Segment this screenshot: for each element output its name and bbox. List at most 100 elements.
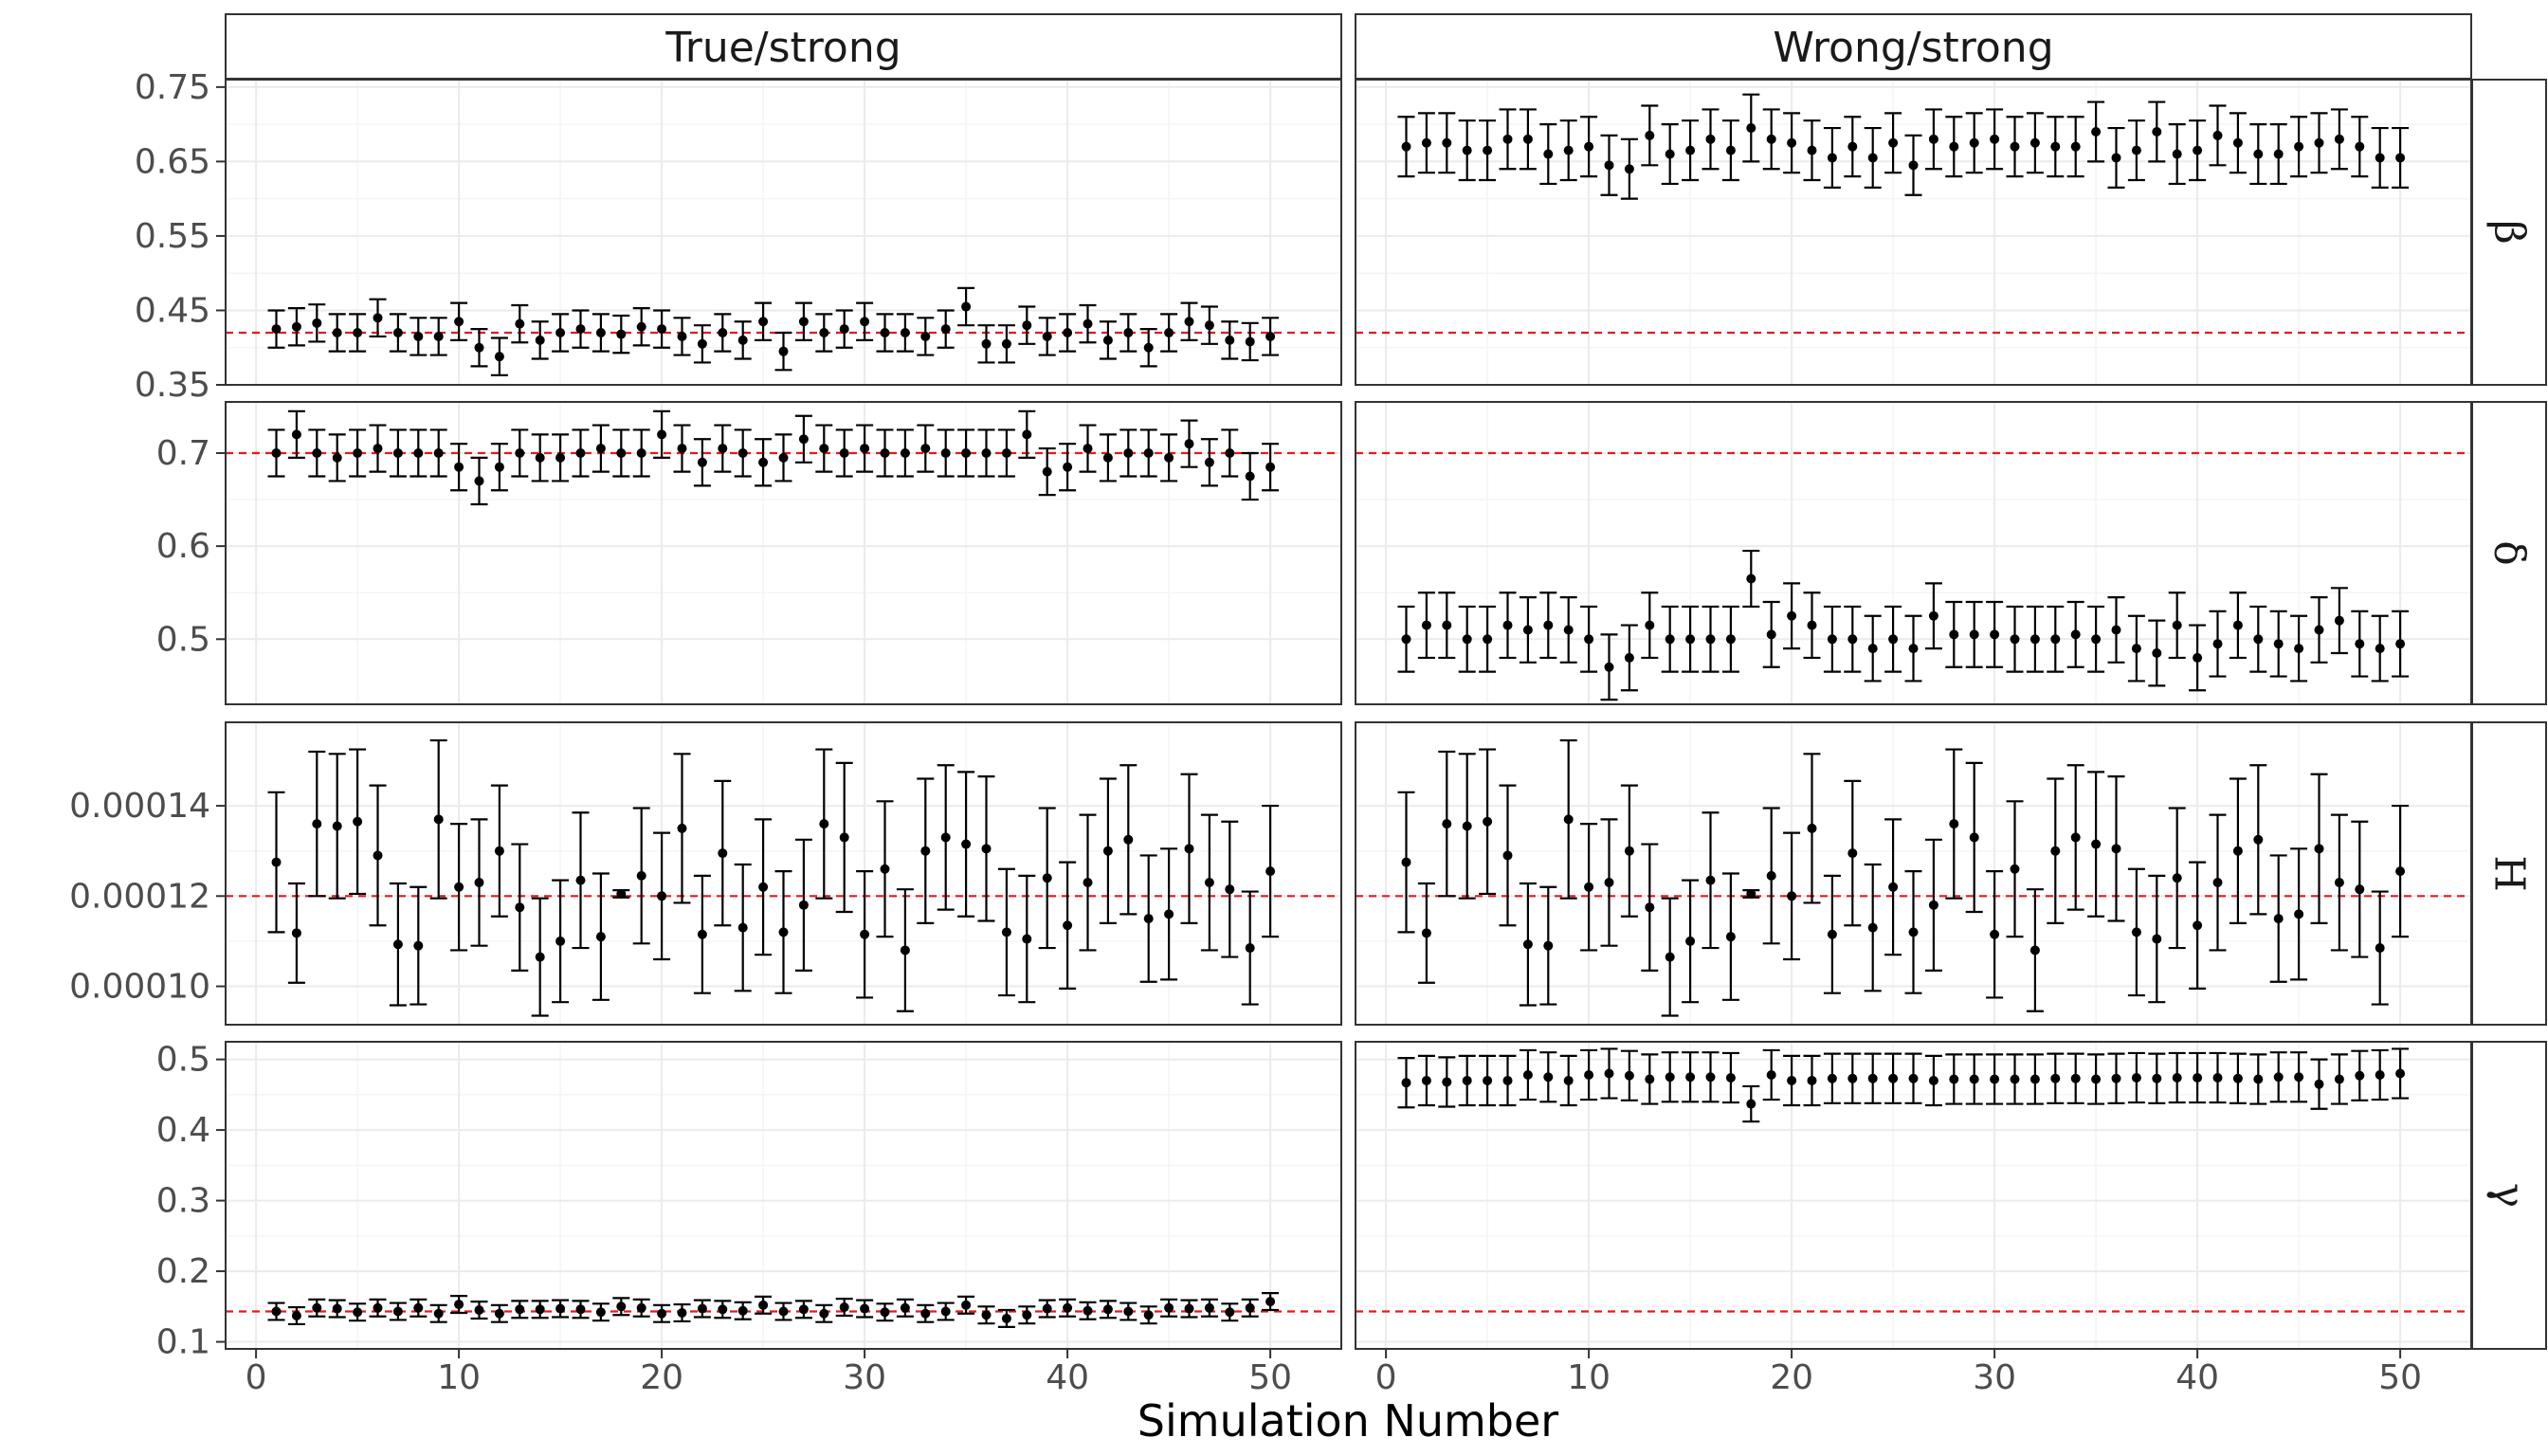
estimate-point <box>433 447 444 458</box>
panel-border <box>225 79 1342 386</box>
estimate-point <box>1083 1305 1093 1316</box>
estimate-point <box>2111 1073 2121 1083</box>
estimate-point <box>1766 870 1776 881</box>
estimate-point <box>1928 900 1938 910</box>
estimate-point <box>1184 844 1194 854</box>
row-strip-label: β <box>2485 220 2534 244</box>
row-strip <box>2471 721 2547 1026</box>
estimate-point <box>373 444 383 454</box>
estimate-point <box>1022 1310 1032 1320</box>
estimate-point <box>1042 331 1052 341</box>
estimate-point <box>798 317 809 327</box>
estimate-point <box>1928 1075 1938 1085</box>
row-strip-label: δ <box>2485 540 2534 566</box>
estimate-point <box>860 929 870 939</box>
estimate-point <box>1624 652 1634 663</box>
estimate-point <box>2232 1073 2243 1083</box>
estimate-point <box>1421 928 1431 938</box>
panel-border <box>1355 401 2472 705</box>
estimate-point <box>2253 1074 2264 1084</box>
estimate-point <box>1766 134 1776 144</box>
estimate-point <box>2395 639 2406 649</box>
estimate-point <box>697 457 707 467</box>
estimate-point <box>474 1305 484 1316</box>
panel-background <box>226 1042 1341 1349</box>
estimate-point <box>981 844 992 854</box>
estimate-point <box>1990 1074 2000 1084</box>
estimate-point <box>961 447 972 458</box>
estimate-point <box>1204 320 1214 331</box>
estimate-point <box>332 1303 342 1314</box>
estimate-point <box>900 328 910 338</box>
estimate-point <box>1265 866 1276 877</box>
estimate-point <box>1483 816 1493 827</box>
estimate-point <box>1624 1070 1634 1081</box>
estimate-point <box>1522 625 1533 635</box>
estimate-point <box>2070 141 2081 152</box>
estimate-point <box>1421 620 1431 630</box>
estimate-point <box>1143 914 1154 924</box>
estimate-point <box>2273 149 2284 159</box>
estimate-point <box>1787 137 1797 148</box>
estimate-point <box>1847 848 1858 859</box>
estimate-point <box>1022 934 1032 944</box>
estimate-point <box>271 447 282 458</box>
estimate-point <box>2212 878 2223 888</box>
estimate-point <box>1063 462 1073 472</box>
estimate-point <box>860 1303 870 1314</box>
estimate-point <box>737 1305 748 1316</box>
y-tick-label: 0.00014 <box>69 787 210 826</box>
estimate-point <box>535 1304 545 1315</box>
estimate-point <box>1949 819 1959 829</box>
estimate-point <box>1787 1075 1797 1085</box>
estimate-point <box>1022 320 1032 331</box>
estimate-point <box>2152 648 2162 659</box>
estimate-point <box>392 447 403 458</box>
estimate-point <box>1042 1303 1052 1314</box>
estimate-point <box>2029 137 2040 148</box>
estimate-point <box>2111 153 2121 163</box>
estimate-point <box>1563 1075 1574 1085</box>
estimate-point <box>515 447 525 458</box>
estimate-point <box>332 452 342 463</box>
estimate-point <box>555 452 566 463</box>
estimate-point <box>2334 134 2344 144</box>
estimate-point <box>1225 447 1235 458</box>
estimate-point <box>1502 850 1513 861</box>
estimate-point <box>1102 1304 1113 1315</box>
estimate-point <box>2273 1072 2284 1083</box>
estimate-point <box>900 945 910 956</box>
estimate-point <box>2314 1079 2324 1089</box>
estimate-point <box>1807 145 1817 155</box>
estimate-point <box>392 939 403 950</box>
estimate-point <box>758 1300 769 1310</box>
estimate-point <box>657 324 667 335</box>
panel-border <box>225 721 1342 1026</box>
panel-border <box>225 401 1342 705</box>
estimate-point <box>636 447 646 458</box>
estimate-point <box>697 929 707 939</box>
column-strip <box>1355 13 2472 80</box>
x-tick-label: 40 <box>1046 1358 1089 1397</box>
estimate-point <box>636 870 646 881</box>
y-tick-label: 0.35 <box>135 366 210 405</box>
estimate-point <box>1245 471 1255 482</box>
y-tick-label: 0.00010 <box>69 968 210 1007</box>
estimate-point <box>353 1307 363 1318</box>
estimate-point <box>1807 823 1817 833</box>
estimate-point <box>2232 137 2243 148</box>
estimate-point <box>2294 644 2304 654</box>
estimate-point <box>1421 1075 1431 1085</box>
estimate-point <box>1584 882 1594 892</box>
estimate-point <box>1462 145 1472 155</box>
estimate-point <box>2193 920 2203 931</box>
estimate-point <box>2010 634 2020 645</box>
row-strip <box>2471 79 2547 386</box>
estimate-point <box>778 452 789 463</box>
estimate-point <box>1143 342 1154 353</box>
estimate-point <box>2253 149 2264 159</box>
y-tick-label: 0.75 <box>135 68 210 107</box>
estimate-point <box>1604 662 1614 672</box>
estimate-point <box>839 447 849 458</box>
estimate-point <box>1645 1074 1655 1084</box>
